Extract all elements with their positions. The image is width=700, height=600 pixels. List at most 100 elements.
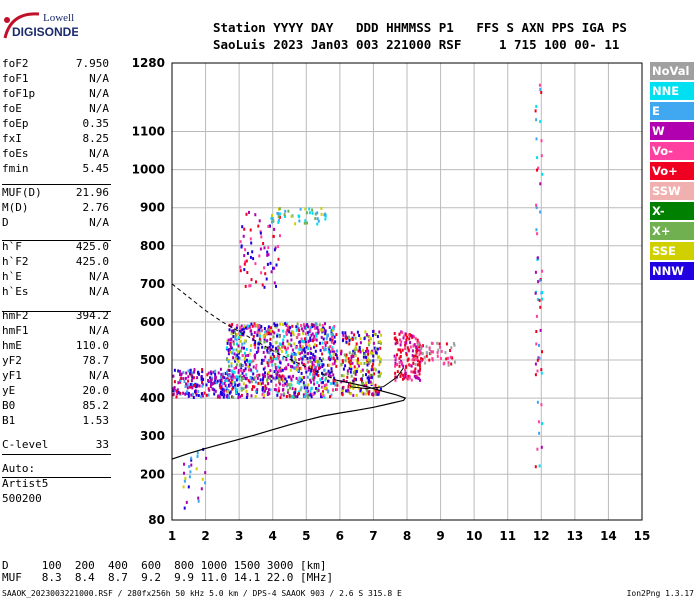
echo-point: [228, 369, 231, 372]
echo-point: [262, 334, 265, 338]
echo-point: [334, 379, 337, 383]
echo-point: [368, 373, 371, 377]
echo-point: [366, 389, 369, 392]
echo-point: [226, 339, 229, 343]
echo-point: [285, 323, 288, 327]
echo-point: [293, 342, 296, 346]
echo-point: [340, 351, 343, 355]
echo-point: [362, 355, 365, 359]
echo-point: [237, 350, 240, 354]
echo-point: [535, 330, 538, 333]
echo-point: [230, 375, 233, 379]
echo-point: [269, 261, 272, 265]
echo-point: [307, 360, 310, 364]
echo-point: [254, 213, 257, 217]
echo-point: [269, 332, 272, 336]
echo-point: [365, 349, 367, 353]
echo-point: [253, 331, 256, 335]
echo-point: [342, 374, 345, 378]
param-value: 2.76: [82, 201, 110, 214]
echo-point: [324, 212, 327, 216]
echo-point: [230, 332, 233, 336]
echo-point: [310, 395, 313, 399]
echo-point: [300, 351, 303, 355]
echo-point: [413, 369, 416, 373]
echo-point: [284, 322, 287, 326]
echo-point: [326, 333, 329, 337]
echo-point: [336, 383, 339, 387]
echo-point: [250, 278, 253, 282]
echo-point: [235, 348, 238, 352]
echo-point: [402, 364, 405, 368]
echo-point: [269, 369, 272, 373]
echo-point: [238, 356, 241, 360]
echo-point: [240, 346, 243, 350]
echo-point: [335, 333, 338, 337]
echo-point: [277, 215, 280, 219]
echo-point: [380, 333, 383, 337]
echo-point: [219, 375, 222, 379]
echo-point: [195, 393, 198, 397]
echo-point: [227, 338, 230, 342]
echo-point: [439, 345, 442, 349]
echo-point: [349, 383, 352, 387]
echo-point: [259, 339, 262, 343]
echo-point: [258, 337, 261, 341]
echo-point: [332, 381, 335, 385]
echo-point: [356, 330, 359, 334]
echo-point: [237, 336, 240, 340]
echo-point: [279, 369, 282, 373]
param-value: 0.35: [82, 117, 110, 130]
echo-point: [328, 371, 331, 375]
echo-point: [537, 166, 540, 170]
echo-point: [413, 374, 416, 378]
echo-point: [279, 342, 282, 346]
param-label: C-level: [2, 438, 49, 451]
echo-point: [254, 389, 257, 393]
echo-point: [318, 367, 320, 370]
echo-point: [291, 387, 294, 391]
echo-point: [306, 323, 309, 327]
param-value: 33: [95, 438, 109, 451]
echo-point: [328, 326, 331, 329]
echo-point: [535, 118, 538, 122]
echo-point: [411, 334, 414, 338]
echo-point: [266, 339, 269, 343]
echo-point: [280, 375, 283, 379]
echo-point: [320, 381, 323, 385]
echo-point: [415, 349, 418, 353]
echo-point: [414, 337, 417, 341]
echo-point: [294, 366, 297, 370]
echo-point: [453, 360, 456, 364]
echo-point: [294, 356, 297, 360]
echo-point: [277, 245, 280, 248]
echo-point: [268, 224, 271, 228]
echo-point: [217, 371, 220, 375]
echo-point: [348, 389, 351, 393]
echo-point: [302, 332, 305, 336]
echo-point: [394, 356, 397, 360]
echo-point: [238, 363, 241, 367]
echo-point: [240, 378, 243, 382]
echo-point: [250, 329, 253, 333]
echo-point: [271, 345, 274, 349]
auto-artist: Artist5: [2, 477, 49, 490]
echo-point: [252, 385, 254, 389]
echo-point: [222, 382, 224, 385]
echo-point: [332, 352, 335, 356]
echo-point: [316, 389, 319, 393]
echo-point: [266, 250, 269, 254]
echo-point: [239, 240, 242, 244]
echo-point: [355, 370, 358, 374]
echo-point: [201, 477, 204, 481]
echo-point: [301, 356, 304, 359]
echo-point: [436, 341, 439, 345]
echo-point: [316, 217, 319, 221]
echo-point: [370, 368, 373, 372]
echo-point: [209, 376, 212, 380]
legend-item: NoVal: [650, 62, 694, 80]
echo-point: [274, 357, 277, 361]
echo-point: [238, 377, 241, 381]
echo-point: [301, 345, 304, 349]
echo-point: [317, 389, 320, 392]
